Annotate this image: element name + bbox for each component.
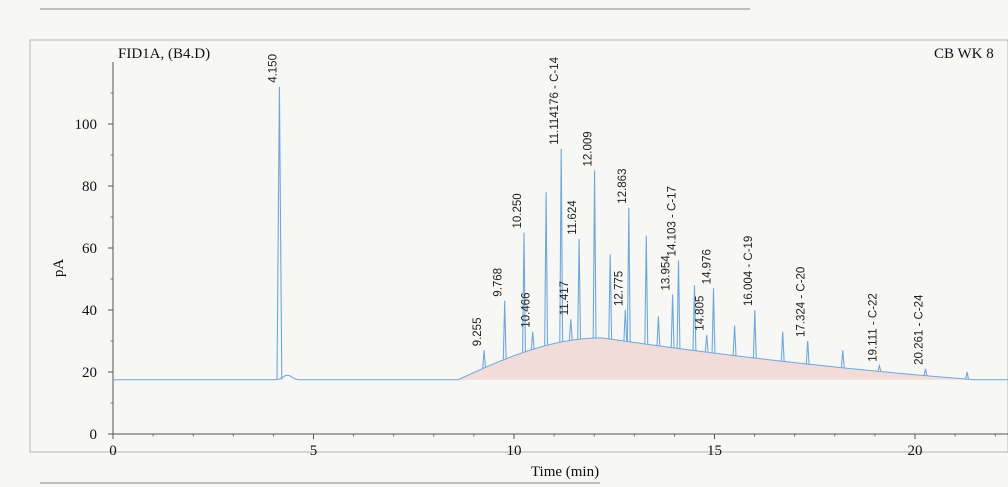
peak-mark xyxy=(670,294,675,348)
peak-mark xyxy=(676,260,681,349)
peak-mark xyxy=(623,309,628,342)
y-tick-label: 80 xyxy=(82,179,97,195)
peak-mark xyxy=(522,232,526,353)
peak-label: 19.111 - C-22 xyxy=(867,293,879,362)
y-tick-label: 100 xyxy=(75,117,98,133)
peak-label: 12.775 xyxy=(613,271,625,306)
peak-mark xyxy=(644,235,649,345)
y-tick-label: 40 xyxy=(82,303,97,319)
y-tick-label: 0 xyxy=(90,427,98,443)
peak-mark xyxy=(592,170,597,339)
peak-label: 4.150 xyxy=(267,54,279,83)
peak-mark xyxy=(711,288,716,354)
peak-label: 9.768 xyxy=(493,268,505,297)
x-axis-label: Time (min) xyxy=(531,464,599,480)
axes: 0510152025303540020406080100 xyxy=(75,62,1008,459)
peak-mark xyxy=(608,254,613,340)
peak-mark xyxy=(577,238,582,340)
peak-mark xyxy=(704,334,709,353)
peak-label: 20.261 - C-24 xyxy=(914,294,926,365)
peak-label: 12.009 xyxy=(583,131,595,166)
baseline-trace xyxy=(113,337,1008,381)
y-tick-label: 20 xyxy=(82,365,97,381)
chart-title: FID1A, (B4.D) xyxy=(118,46,210,62)
peak-label: 10.466 xyxy=(521,293,533,328)
peak-mark xyxy=(752,309,757,359)
peak-mark xyxy=(840,350,845,368)
peak-label: 14.976 xyxy=(702,249,714,284)
scan-artifact-bottom xyxy=(40,482,600,484)
peak-mark xyxy=(656,316,661,346)
peak-label: 11.417 xyxy=(559,281,571,315)
peak-label: 11.114176 - C-14 xyxy=(549,56,561,144)
peak-mark xyxy=(732,325,737,356)
peak-mark xyxy=(923,368,928,376)
x-tick-label: 15 xyxy=(707,443,722,459)
peak-label: 14.805 xyxy=(695,296,707,331)
peak-mark xyxy=(482,350,487,369)
x-tick-label: 10 xyxy=(507,443,522,459)
x-tick-label: 5 xyxy=(310,443,318,459)
peak-mark xyxy=(692,285,697,351)
peak-mark xyxy=(805,340,810,365)
peak-labels: 4.150 9.255 9.768 10.250 10.466 11.114176 - C… xyxy=(267,54,925,365)
peak-label: 12.863 xyxy=(617,169,629,204)
peak-label: 17.324 - C-20 xyxy=(796,267,808,337)
y-axis-label: pA xyxy=(51,259,67,278)
peak-mark xyxy=(626,207,631,342)
trace-group xyxy=(113,86,1008,381)
peak-label: 16.004 - C-19 xyxy=(743,236,755,306)
plot-frame xyxy=(29,39,1008,453)
peak-mark xyxy=(780,331,785,362)
x-tick-label: 20 xyxy=(908,443,923,459)
peak-mark xyxy=(877,363,882,372)
x-tick-label: 0 xyxy=(109,443,117,459)
peak-mark xyxy=(530,331,535,350)
hump-fill xyxy=(457,337,976,380)
peak-mark xyxy=(544,192,549,346)
scan-artifact-top xyxy=(40,8,750,10)
hump-region xyxy=(457,337,976,380)
peak-label: 10.250 xyxy=(512,193,524,228)
y-tick-label: 60 xyxy=(82,241,97,257)
peak-mark xyxy=(965,371,970,380)
peak-label: 13.954 xyxy=(661,255,673,291)
peak-mark xyxy=(276,86,283,380)
peak-mark xyxy=(502,300,507,360)
peak-label: 11.624 xyxy=(567,200,579,235)
peak-mark xyxy=(568,319,573,341)
peak-label: 14.103 - C-17 xyxy=(667,186,679,256)
sample-label: CB WK 8 xyxy=(934,46,994,62)
peak-mark xyxy=(559,148,564,343)
peak-label: 9.255 xyxy=(472,318,484,347)
